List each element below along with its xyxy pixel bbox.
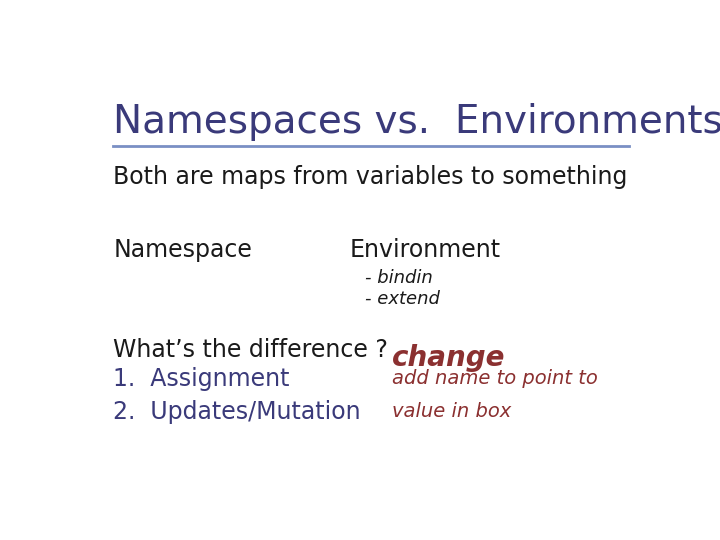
Text: What’s the difference ?: What’s the difference ? [113,338,388,362]
Text: Environment: Environment [350,238,500,262]
Text: 1.  Assignment: 1. Assignment [113,367,289,390]
Text: - bindin: - bindin [365,269,433,287]
Text: Both are maps from variables to something: Both are maps from variables to somethin… [113,165,628,189]
Text: Namespaces vs.  Environments: Namespaces vs. Environments [113,103,720,141]
Text: Namespace: Namespace [113,238,252,262]
Text: 2.  Updates/Mutation: 2. Updates/Mutation [113,400,361,424]
Text: value in box: value in box [392,402,511,421]
Text: change: change [392,343,505,372]
Text: add name to point to: add name to point to [392,369,598,388]
Text: - extend: - extend [365,289,440,308]
